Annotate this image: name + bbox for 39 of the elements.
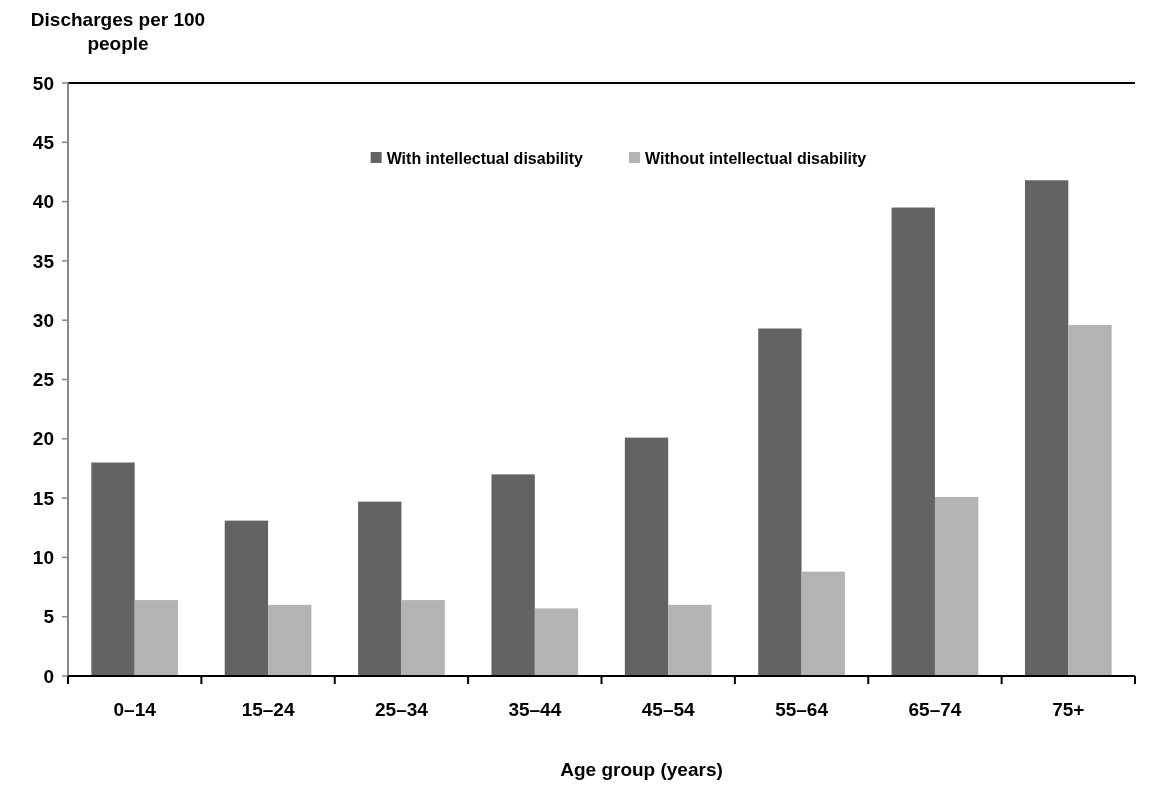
bar (491, 474, 535, 676)
bar (668, 604, 712, 676)
legend-label: With intellectual disability (386, 149, 584, 167)
x-axis-title: Age group (years) (560, 759, 723, 780)
x-tick-label: 0–14 (113, 699, 157, 720)
bar (891, 207, 935, 676)
bar (224, 520, 269, 676)
x-tick-label: 25–34 (375, 699, 429, 720)
bar (134, 600, 179, 676)
bar (358, 501, 402, 676)
bar (624, 437, 669, 676)
bar (1024, 180, 1069, 676)
y-tick-label: 15 (32, 487, 55, 509)
x-tick-label: 55–64 (775, 699, 829, 720)
x-tick-label: 75+ (1052, 699, 1085, 720)
x-tick-label: 45–54 (641, 699, 696, 720)
bar (758, 328, 802, 676)
y-tick-label: 5 (43, 606, 55, 628)
bar (91, 462, 135, 676)
y-tick-label: 50 (32, 72, 54, 94)
y-tick-label: 0 (43, 665, 54, 687)
y-tick-label: 10 (32, 547, 54, 569)
y-tick-label: 20 (32, 428, 54, 450)
bar (268, 604, 312, 676)
bar (801, 571, 845, 676)
bar (1068, 324, 1112, 676)
x-tick-label: 15–24 (241, 699, 295, 720)
x-tick-label: 65–74 (908, 699, 962, 720)
y-tick-label: 45 (32, 131, 55, 153)
legend-label: Without intellectual disability (645, 149, 867, 167)
y-axis-title: Discharges per 100 people (30, 9, 206, 54)
y-tick-label: 30 (32, 309, 54, 331)
bar (534, 608, 579, 676)
y-tick-label: 35 (32, 250, 55, 272)
bar (934, 496, 979, 676)
x-tick-label: 35–44 (508, 699, 562, 720)
bar (401, 600, 445, 676)
y-tick-label: 40 (32, 191, 54, 213)
y-tick-label: 25 (32, 369, 55, 391)
